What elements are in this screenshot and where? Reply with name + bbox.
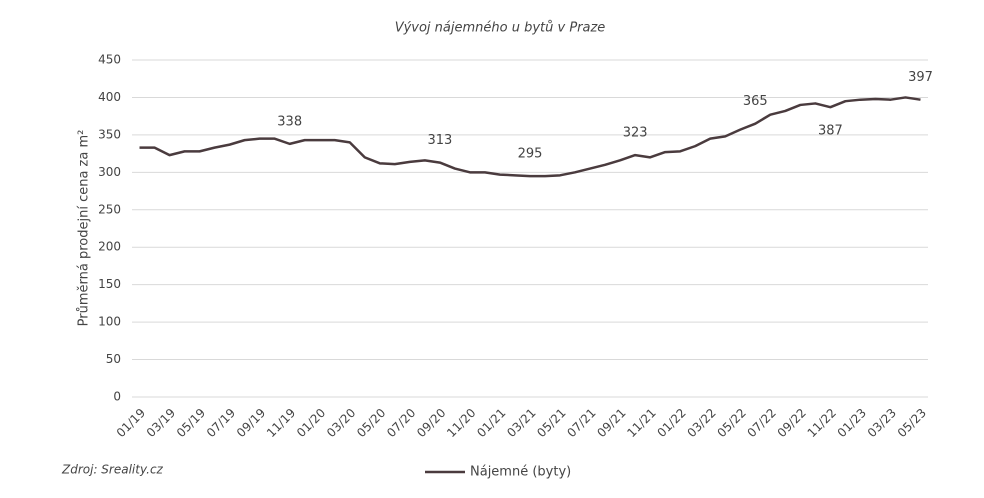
x-tick-label: 05/21 bbox=[534, 406, 568, 440]
y-tick-label: 400 bbox=[98, 90, 121, 104]
x-tick-label: 01/21 bbox=[474, 406, 508, 440]
x-tick-label: 05/23 bbox=[895, 406, 929, 440]
y-tick-label: 250 bbox=[98, 202, 121, 216]
y-tick-label: 450 bbox=[98, 53, 121, 67]
x-tick-label: 11/22 bbox=[805, 406, 839, 440]
x-tick-label: 05/20 bbox=[354, 406, 388, 440]
line bbox=[139, 96, 921, 178]
x-tick-label: 01/22 bbox=[654, 406, 688, 440]
y-tick-label: 0 bbox=[113, 390, 121, 404]
data-label: 338 bbox=[277, 114, 302, 129]
data-label: 387 bbox=[818, 124, 843, 139]
x-tick-label: 07/19 bbox=[204, 406, 238, 440]
x-tick-label: 07/22 bbox=[745, 406, 779, 440]
x-tick-label: 03/19 bbox=[144, 406, 178, 440]
source: Zdroj: Sreality.cz bbox=[61, 463, 164, 477]
x-tick-label: 11/20 bbox=[444, 406, 478, 440]
x-tick-label: 09/22 bbox=[775, 406, 809, 440]
x-tick-label: 03/22 bbox=[684, 406, 718, 440]
x-tick-label: 03/23 bbox=[865, 406, 899, 440]
x-tick-label: 07/20 bbox=[384, 406, 418, 440]
y-axis-label: Průměrná prodejní cena za m² bbox=[77, 130, 92, 327]
x-tick-label: 07/21 bbox=[564, 406, 598, 440]
chart-title: Vývoj nájemného u bytů v Praze bbox=[395, 21, 606, 36]
x-tick-label: 05/22 bbox=[714, 406, 748, 440]
data-label: 365 bbox=[743, 94, 768, 109]
x-tick-label: 01/23 bbox=[835, 406, 869, 440]
data-label: 313 bbox=[427, 133, 452, 148]
x-tick-label: 09/21 bbox=[594, 406, 628, 440]
data-label: 397 bbox=[908, 70, 933, 85]
y-tick-label: 300 bbox=[98, 165, 121, 179]
x-tick-label: 11/21 bbox=[624, 406, 658, 440]
y-tick-label: 100 bbox=[98, 315, 121, 329]
x-tick-label: 09/20 bbox=[414, 406, 448, 440]
data-label: 323 bbox=[623, 126, 648, 141]
x-tick-label: 03/20 bbox=[324, 406, 358, 440]
x-tick-label: 01/20 bbox=[294, 406, 328, 440]
x-tick-label: 03/21 bbox=[504, 406, 538, 440]
data-label: 295 bbox=[518, 147, 543, 162]
x-tick-label: 11/19 bbox=[264, 406, 298, 440]
x-tick-label: 05/19 bbox=[174, 406, 208, 440]
y-tick-label: 150 bbox=[98, 277, 121, 291]
x-tick-label: 01/19 bbox=[114, 406, 148, 440]
y-tick-label: 350 bbox=[98, 127, 121, 141]
y-tick-label: 200 bbox=[98, 240, 121, 254]
x-tick-label: 09/19 bbox=[234, 406, 268, 440]
legend-label: Nájemné (byty) bbox=[470, 465, 571, 480]
y-tick-label: 50 bbox=[106, 352, 121, 366]
